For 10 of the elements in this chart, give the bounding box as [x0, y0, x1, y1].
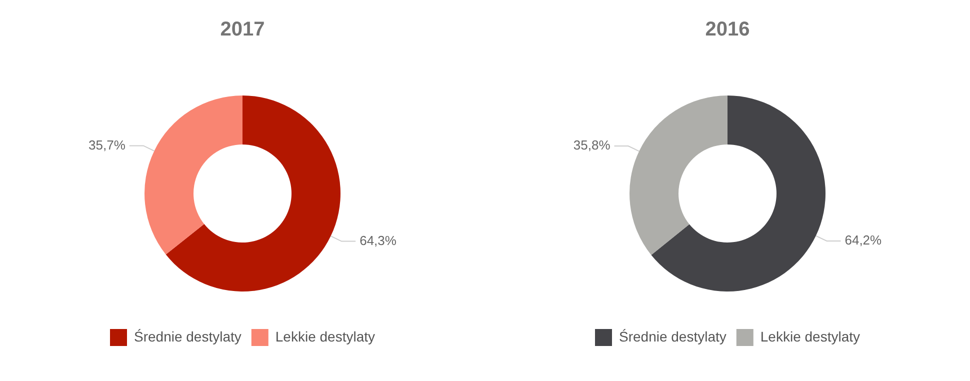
legend-label: Średnie destylaty — [134, 328, 242, 344]
chart-title: 2017 — [220, 18, 265, 41]
data-label: 35,7% — [88, 137, 126, 152]
legend-label: Lekkie destylaty — [275, 328, 375, 344]
data-label: 35,8% — [573, 138, 611, 153]
data-label: 64,2% — [844, 232, 882, 248]
legend-label: Średnie destylaty — [619, 328, 726, 344]
chart-title: 2016 — [705, 18, 750, 41]
data-label: 64,3% — [360, 232, 397, 248]
legend-label: Lekkie destylaty — [760, 328, 860, 344]
